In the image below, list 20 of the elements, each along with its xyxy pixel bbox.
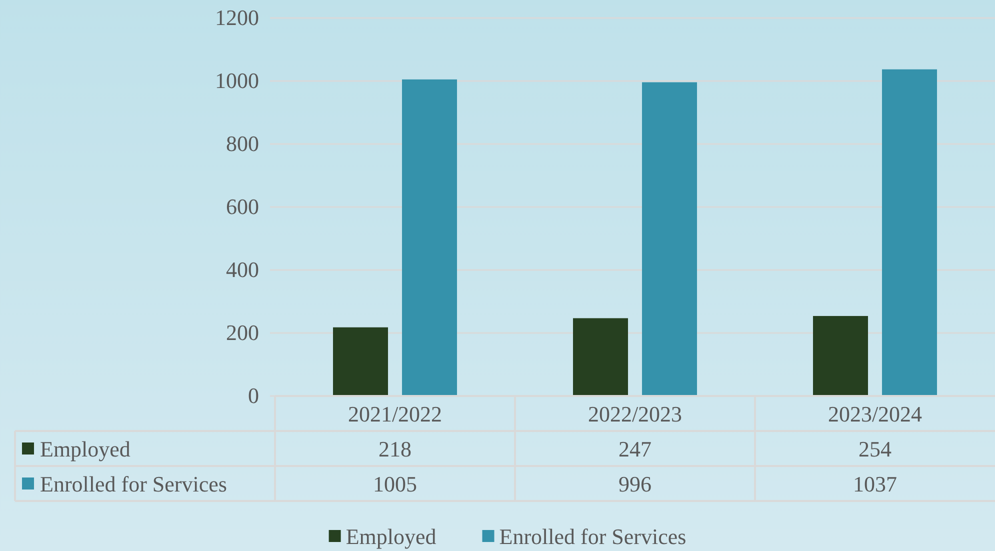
data-label: 254: [858, 436, 892, 462]
x-tick-label: 2022/2023: [588, 402, 682, 426]
text: Employed: [40, 436, 130, 462]
y-tick-label: 200: [226, 320, 259, 346]
legend-label: Employed: [346, 524, 436, 549]
x-tick-label: 2021/2022: [348, 402, 442, 426]
data-label: 1005: [373, 472, 417, 496]
y-tick-label: 800: [226, 131, 259, 156]
y-tick-label: 1200: [215, 5, 259, 30]
data-label: 996: [618, 472, 652, 496]
data-label: 247: [618, 436, 652, 462]
data-label: 218: [378, 436, 412, 462]
text: Enrolled for Services: [40, 472, 227, 496]
y-tick-label: 600: [226, 194, 259, 220]
y-tick-label: 1000: [215, 68, 259, 94]
data-label: 1037: [853, 472, 897, 496]
y-tick-label: 400: [226, 257, 259, 282]
legend-label: Enrolled for Services: [499, 524, 686, 549]
x-tick-label: 2023/2024: [828, 402, 922, 426]
y-tick-label: 0: [248, 383, 259, 408]
